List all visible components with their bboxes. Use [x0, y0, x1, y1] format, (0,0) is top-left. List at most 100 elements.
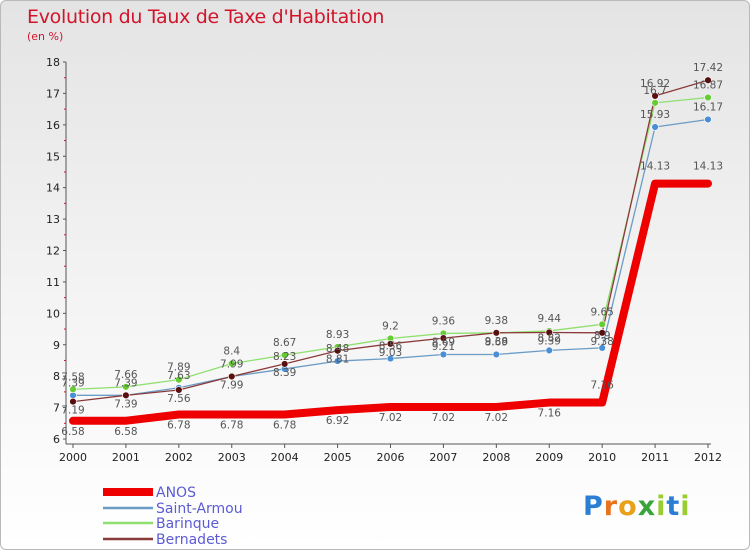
logo-letter: i	[680, 491, 691, 522]
x-tick-label: 2004	[271, 451, 299, 464]
data-label: 14.13	[640, 161, 670, 173]
y-tick-label: 9	[53, 339, 60, 352]
y-tick-label: 10	[46, 307, 60, 320]
data-label: 7.16	[538, 408, 562, 420]
data-point	[122, 391, 130, 400]
data-label: 17.42	[693, 62, 723, 74]
data-label: 16.17	[693, 101, 723, 113]
data-label: 9.03	[379, 347, 402, 359]
data-point	[651, 92, 659, 100]
data-label: 7.39	[114, 398, 137, 410]
data-point	[651, 123, 659, 131]
y-tick-label: 6	[53, 433, 60, 446]
data-label: 9.21	[432, 341, 455, 353]
x-tick-label: 2002	[165, 451, 193, 464]
data-point	[280, 351, 289, 359]
x-tick-label: 2003	[218, 451, 246, 464]
y-tick-label: 12	[46, 245, 60, 258]
x-tick-label: 2007	[429, 451, 457, 464]
y-tick-label: 15	[46, 150, 60, 163]
logo-letter: P	[583, 491, 604, 522]
data-point	[598, 329, 606, 337]
data-label: 9.38	[485, 315, 508, 327]
data-label: 6.78	[273, 419, 296, 431]
data-point	[492, 329, 501, 337]
data-label: 6.78	[220, 419, 243, 431]
data-label: 7.16	[590, 380, 614, 392]
data-label: 16.7	[643, 85, 666, 97]
data-label: 6.58	[114, 426, 137, 438]
logo-letter: x	[637, 491, 657, 522]
logo-letter: i	[656, 491, 667, 522]
data-label: 9.36	[432, 315, 456, 327]
data-point	[704, 76, 712, 84]
data-label: 8.23	[273, 351, 296, 363]
data-label: 7.39	[114, 377, 137, 389]
data-label: 7.58	[61, 371, 84, 383]
x-tick-label: 2010	[588, 451, 616, 464]
data-point	[333, 347, 342, 355]
data-label: 7.02	[432, 412, 455, 424]
data-label: 8.4	[223, 346, 240, 358]
data-label: 8.93	[326, 329, 349, 341]
data-point	[175, 386, 183, 394]
data-point	[598, 344, 606, 352]
data-label: 7.02	[485, 412, 508, 424]
data-point	[439, 350, 448, 359]
data-point	[228, 372, 236, 381]
data-label: 9.44	[538, 313, 562, 325]
data-point	[439, 334, 448, 342]
data-label: 8.56	[379, 341, 403, 353]
data-point	[492, 350, 501, 359]
data-point	[228, 359, 236, 368]
x-tick-label: 2009	[535, 451, 563, 464]
x-tick-label: 2006	[377, 451, 405, 464]
data-label: 16.92	[640, 78, 670, 90]
data-point	[386, 354, 395, 363]
data-label: 7.66	[114, 369, 138, 381]
data-label: 7.19	[61, 405, 84, 417]
logo-letter: t	[666, 491, 681, 522]
data-label: 9.65	[590, 306, 613, 318]
x-tick-label: 2008	[482, 451, 510, 464]
data-label: 7.63	[167, 370, 190, 382]
data-label: 6.78	[167, 419, 190, 431]
y-tick-label: 11	[46, 276, 60, 289]
data-label: 7.56	[167, 393, 191, 405]
proxiti-logo: Proxiti	[583, 491, 691, 522]
data-label: 15.93	[640, 109, 670, 121]
logo-letter: r	[603, 491, 619, 522]
data-label: 7.99	[220, 358, 243, 370]
data-point	[122, 383, 130, 391]
data-point	[333, 357, 342, 365]
data-label: 8.81	[326, 354, 349, 366]
data-label: 14.13	[693, 161, 723, 173]
y-tick-label: 14	[46, 182, 60, 195]
data-label: 8.82	[538, 332, 561, 344]
data-label: 7.39	[61, 377, 84, 389]
legend-label: Barinque	[156, 516, 219, 532]
x-tick-label: 2011	[641, 451, 669, 464]
data-point	[704, 115, 712, 124]
y-tick-label: 16	[46, 119, 60, 132]
x-tick-label: 2000	[59, 451, 87, 464]
data-label: 7.99	[220, 379, 243, 391]
logo-letter: o	[618, 491, 638, 522]
data-point	[651, 99, 659, 107]
legend-label: Saint-Armou	[156, 501, 243, 517]
y-tick-label: 18	[46, 56, 60, 69]
data-point	[704, 93, 712, 102]
data-point	[545, 346, 553, 355]
x-tick-label: 2001	[112, 451, 140, 464]
data-label: 8.69	[485, 336, 508, 348]
data-label: 9.38	[590, 336, 613, 348]
data-label: 9.38	[485, 336, 508, 348]
series-line-anos	[69, 179, 712, 425]
data-label: 6.58	[61, 426, 84, 438]
data-label: 8.39	[273, 367, 296, 379]
y-tick-label: 13	[46, 213, 60, 226]
data-label: 7.02	[379, 412, 402, 424]
data-label: 16.87	[693, 80, 723, 92]
data-label: 8.48	[326, 343, 349, 355]
